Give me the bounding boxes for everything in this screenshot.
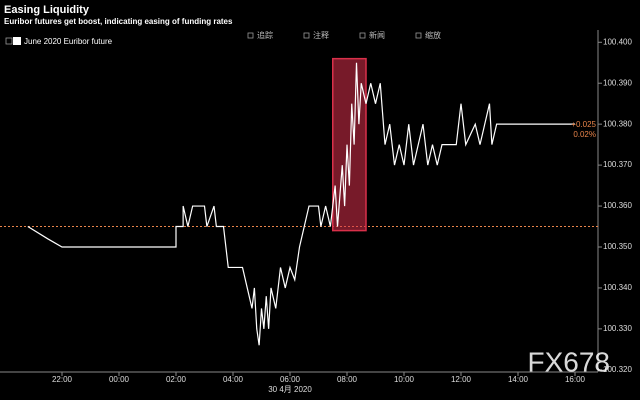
y-tick-label: 100.320: [603, 365, 632, 374]
toolbar-icon[interactable]: [359, 32, 366, 39]
chart-title: Easing Liquidity: [4, 4, 90, 16]
y-tick-label: 100.330: [603, 324, 632, 333]
legend-swatch: [5, 37, 13, 45]
toolbar-icon[interactable]: [415, 32, 422, 39]
annotation: 0.02%: [573, 130, 596, 139]
legend-swatch: [13, 37, 21, 45]
y-tick-label: 100.370: [603, 160, 632, 169]
x-tick-label: 10:00: [394, 375, 415, 384]
price-line: [27, 62, 575, 346]
x-tick-label: 14:00: [508, 375, 529, 384]
x-tick-label: 12:00: [451, 375, 472, 384]
y-tick-label: 100.390: [603, 78, 632, 87]
toolbar-button[interactable]: 缩放: [425, 30, 441, 40]
y-tick-label: 100.380: [603, 119, 632, 128]
y-tick-label: 100.400: [603, 37, 632, 46]
toolbar-icon[interactable]: [303, 32, 310, 39]
x-tick-label: 16:00: [565, 375, 586, 384]
chart-subtitle: Euribor futures get boost, indicating ea…: [4, 17, 233, 26]
x-tick-label: 08:00: [337, 375, 358, 384]
x-tick-label: 22:00: [52, 375, 73, 384]
watermark: FX678: [528, 346, 611, 377]
x-tick-label: 00:00: [109, 375, 130, 384]
y-tick-label: 100.360: [603, 201, 632, 210]
toolbar-button[interactable]: 注释: [313, 30, 329, 40]
toolbar-button[interactable]: 新闻: [369, 30, 385, 40]
x-tick-label: 04:00: [223, 375, 244, 384]
toolbar-button[interactable]: 追踪: [257, 30, 273, 40]
y-tick-label: 100.340: [603, 283, 632, 292]
legend-label: June 2020 Euribor future: [24, 37, 113, 46]
x-sublabel: 30 4月 2020: [268, 385, 312, 394]
x-tick-label: 06:00: [280, 375, 301, 384]
annotation: +0.025: [571, 120, 596, 129]
x-tick-label: 02:00: [166, 375, 187, 384]
y-tick-label: 100.350: [603, 242, 632, 251]
toolbar-icon[interactable]: [247, 32, 254, 39]
